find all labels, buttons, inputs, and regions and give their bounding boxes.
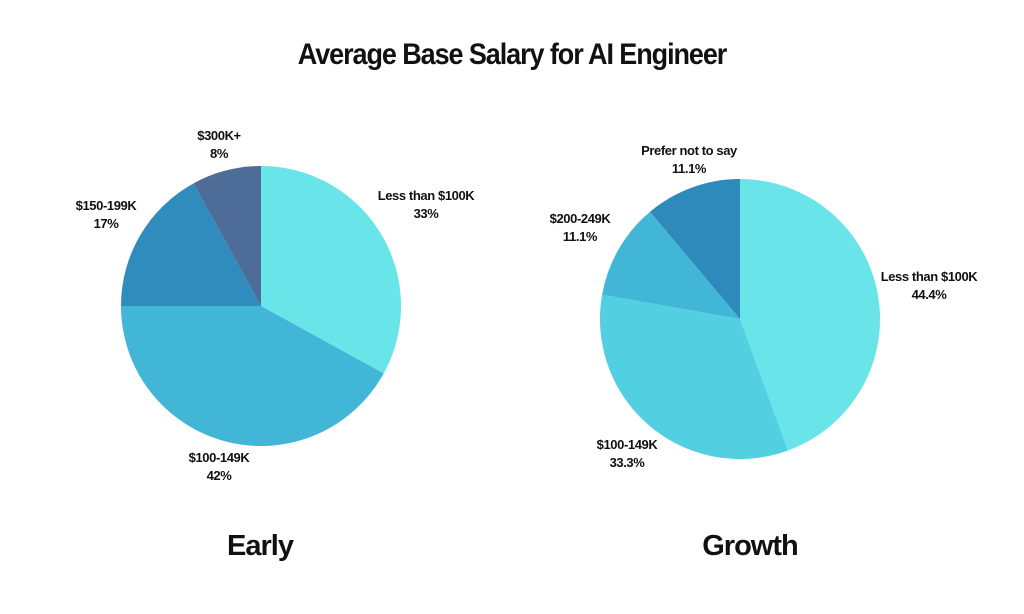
slice-label-name: Less than $100K [881, 269, 979, 284]
pie-early: Less than $100K 33% $100-149K 42% $150-199K 1… [76, 128, 476, 483]
slice-label-value: 33.3% [610, 455, 646, 470]
pie-slice [121, 183, 261, 306]
slice-label-name: Less than $100K [378, 188, 476, 203]
slice-label-value: 17% [94, 216, 120, 231]
slice-label: $300K+ 8% [197, 128, 241, 161]
slice-label-name: $300K+ [197, 128, 241, 143]
slice-label: $150-199K 17% [76, 198, 138, 231]
pie-slice [600, 294, 788, 460]
pie-slice [121, 306, 384, 446]
pie-slice [650, 179, 740, 319]
slice-label-value: 42% [207, 468, 233, 483]
pie-slice [602, 211, 740, 319]
slice-label-name: $100-149K [189, 450, 251, 465]
pie-slice [193, 166, 261, 306]
pie-growth: Less than $100K 44.4% $100-149K 33.3% $200-2… [550, 143, 979, 470]
slice-label-value: 11.1% [563, 229, 598, 244]
slice-label: Less than $100K 44.4% [881, 269, 979, 302]
slice-label-value: 11.1% [672, 161, 707, 176]
slice-label: Prefer not to say 11.1% [641, 143, 738, 176]
slice-label-name: $100-149K [597, 437, 659, 452]
pie-slice [261, 166, 401, 374]
slice-label-name: Prefer not to say [641, 143, 738, 158]
slice-label-name: $200-249K [550, 211, 612, 226]
slice-label: $200-249K 11.1% [550, 211, 612, 244]
chart-title: Average Base Salary for AI Engineer [297, 38, 727, 71]
slice-label: $100-149K 33.3% [597, 437, 659, 470]
slice-label: $100-149K 42% [189, 450, 251, 483]
slice-label-value: 33% [414, 206, 440, 221]
slice-label-name: $150-199K [76, 198, 138, 213]
subtitle-growth: Growth [702, 530, 799, 562]
slice-label-value: 8% [210, 146, 229, 161]
subtitle-early: Early [227, 530, 294, 562]
pie-slice [740, 179, 881, 451]
slice-label-value: 44.4% [912, 287, 948, 302]
slice-label: Less than $100K 33% [378, 188, 476, 221]
